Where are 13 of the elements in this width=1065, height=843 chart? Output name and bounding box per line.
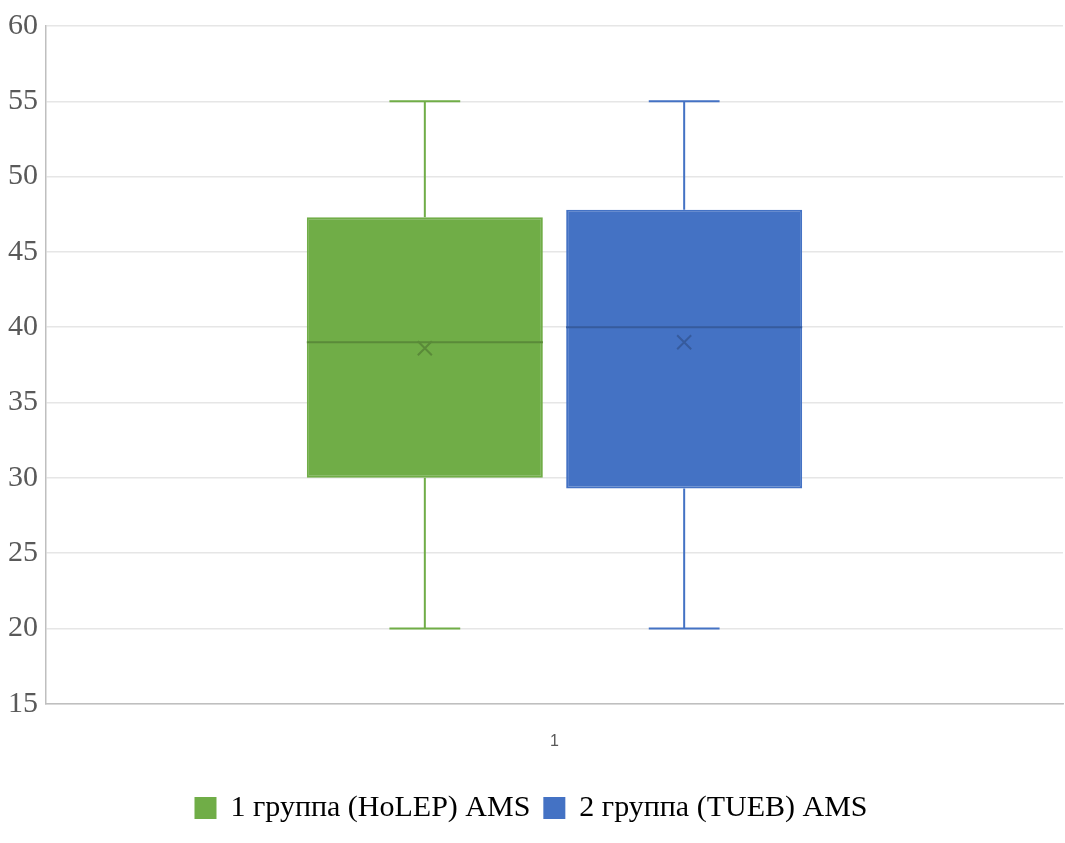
y-tick-label: 50 xyxy=(8,157,38,191)
y-tick-label: 45 xyxy=(8,232,38,266)
x-tick-label: 1 xyxy=(550,731,560,749)
y-tick-label: 35 xyxy=(8,383,38,417)
y-tick-label: 25 xyxy=(8,534,38,568)
legend-label: 2 группа (TUEB) AMS xyxy=(579,788,868,823)
y-tick-label: 15 xyxy=(8,684,38,718)
y-tick-label: 60 xyxy=(8,6,38,40)
y-tick-label: 30 xyxy=(8,458,38,492)
y-tick-label: 20 xyxy=(8,609,38,643)
y-tick-label: 40 xyxy=(8,308,38,342)
y-tick-label: 55 xyxy=(8,82,38,116)
legend-label: 1 группа (HoLEP) AMS xyxy=(230,788,531,823)
